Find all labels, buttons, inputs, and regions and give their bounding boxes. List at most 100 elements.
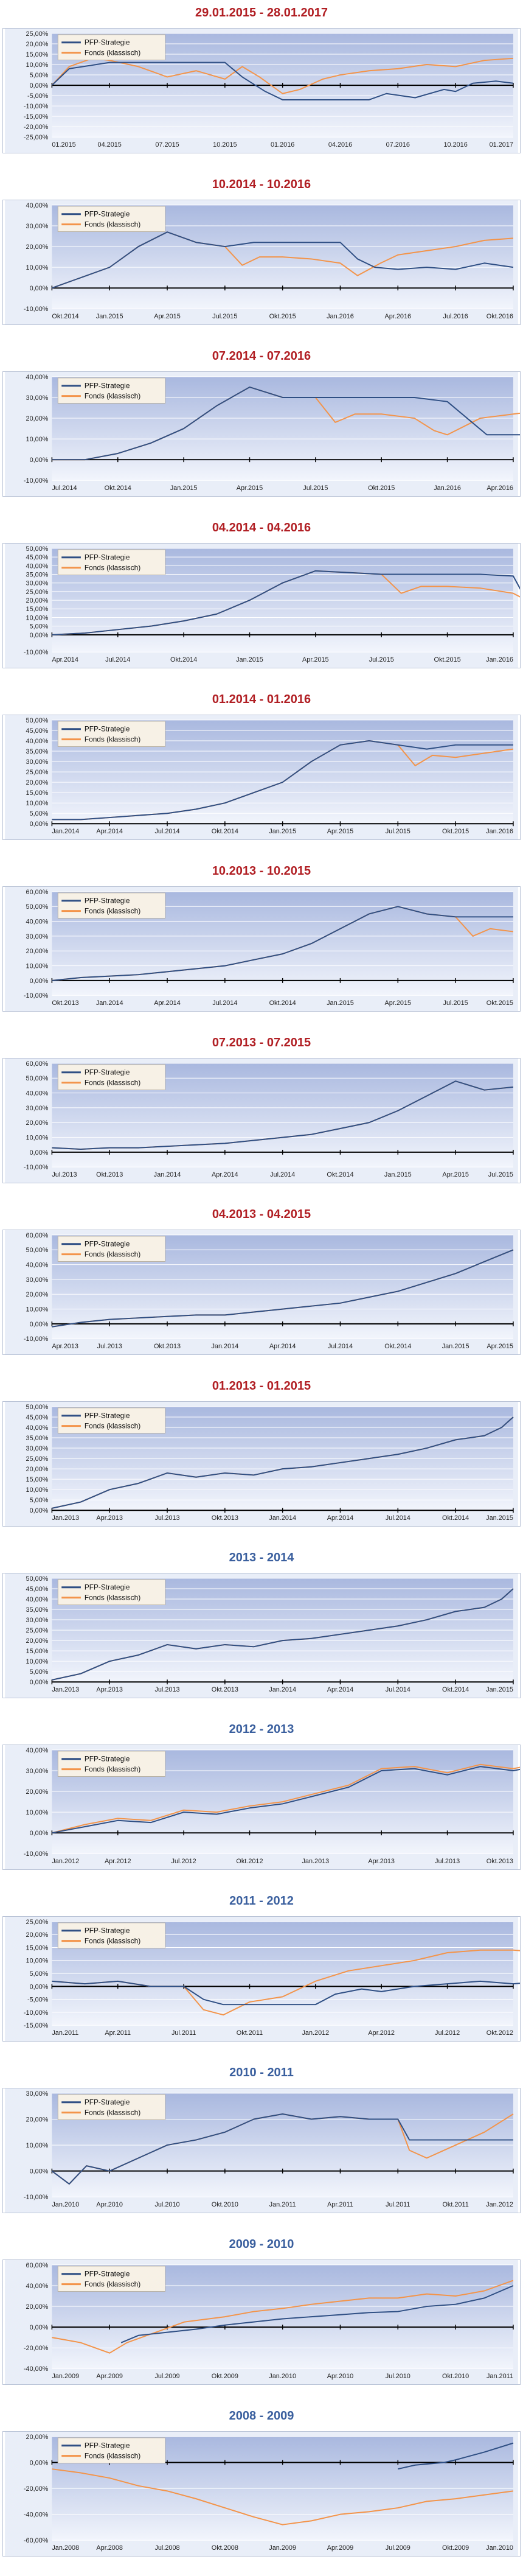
- x-tick-label: 01.2016: [271, 141, 294, 149]
- x-tick-label: Okt.2013: [212, 1514, 238, 1522]
- y-tick-label: 0,00%: [30, 1679, 49, 1686]
- x-tick-label: 04.2015: [98, 141, 122, 149]
- x-tick-label: Apr.2011: [105, 2029, 131, 2037]
- y-tick-label: -20,00%: [24, 2485, 49, 2493]
- series-line-fonds: [52, 1763, 520, 1834]
- chart-panel: 07.2013 - 07.2015 -10,00% 0,00% 10,00% 20,00…: [0, 1030, 523, 1193]
- x-tick-label: Jul.2013: [52, 1171, 77, 1178]
- x-tick-label: Jan.2015: [96, 313, 123, 320]
- x-tick-label: Okt.2010: [442, 2373, 469, 2380]
- chart-svg: -10,00% 0,00% 10,00% 20,00% 30,00% 40,00% Okt.…: [2, 200, 521, 325]
- chart-svg: -10,00% 0,00% 10,00% 20,00% 30,00% 40,00% 50,0…: [2, 886, 521, 1012]
- x-tick-label: Jan.2011: [52, 2029, 78, 2037]
- y-tick-label: 20,00%: [26, 1119, 49, 1127]
- y-tick-label: -10,00%: [24, 306, 49, 313]
- x-tick-label: Okt.2013: [487, 1858, 513, 1865]
- chart-svg: -10,00% 0,00% 10,00% 20,00% 30,00% 40,00% 50,0…: [2, 1230, 521, 1355]
- series-line-pfp: [52, 231, 514, 289]
- series-line-fonds: [51, 57, 514, 94]
- x-tick-label: Jul.2012: [435, 2029, 460, 2037]
- legend-box: [57, 1751, 166, 1777]
- x-tick-label: Jul.2011: [171, 2029, 196, 2037]
- legend: PFP-Strategie Fonds (klassisch): [57, 1236, 166, 1262]
- y-tick-label: -5,00%: [27, 1997, 49, 2004]
- y-tick-label: 20,00%: [26, 597, 49, 604]
- y-tick-label: 25,00%: [26, 1919, 49, 1926]
- legend-label: PFP-Strategie: [85, 1755, 130, 1763]
- series-line-pfp: [52, 1588, 514, 1681]
- legend-label: Fonds (klassisch): [85, 220, 140, 229]
- x-tick-label: Okt.2011: [237, 2029, 263, 2037]
- x-tick-label: Jan.2009: [269, 2544, 296, 2552]
- legend-box: [57, 1579, 166, 1605]
- x-tick-label: Okt.2015: [442, 828, 469, 835]
- y-tick-label: 15,00%: [26, 1944, 49, 1951]
- x-tick-label: Jul.2010: [154, 2201, 179, 2208]
- x-tick-label: Okt.2015: [434, 656, 461, 663]
- x-tick-label: Jan.2010: [486, 2544, 513, 2552]
- x-tick-label: Apr.2011: [327, 2201, 353, 2208]
- chart-title: 2008 - 2009: [229, 2409, 294, 2423]
- y-tick-label: 0,00%: [30, 285, 49, 292]
- x-tick-label: Jan.2016: [486, 656, 513, 663]
- legend-label: PFP-Strategie: [85, 1583, 130, 1592]
- x-tick-label: Jan.2014: [269, 1686, 296, 1693]
- y-tick-label: 20,00%: [26, 243, 49, 251]
- x-tick-label: Jul.2014: [270, 1171, 295, 1178]
- series-line-pfp: [52, 906, 513, 981]
- legend-label: PFP-Strategie: [85, 1412, 130, 1420]
- y-tick-label: 45,00%: [26, 727, 49, 735]
- x-tick-label: Okt.2014: [384, 1343, 411, 1350]
- chart-panel: 2012 - 2013 -10,00% 0,00% 10,00% 20,00% 30,00…: [0, 1717, 523, 1880]
- y-tick-label: 50,00%: [26, 903, 49, 911]
- y-tick-label: 50,00%: [26, 1247, 49, 1254]
- x-tick-label: Jul.2016: [443, 313, 468, 320]
- y-tick-label: 35,00%: [26, 748, 49, 755]
- y-tick-label: 25,00%: [26, 589, 49, 596]
- legend-box: [57, 1236, 166, 1262]
- y-tick-label: -20,00%: [24, 2345, 49, 2352]
- x-tick-label: Jan.2008: [52, 2544, 79, 2552]
- legend-box: [57, 206, 166, 232]
- legend-label: PFP-Strategie: [85, 897, 130, 905]
- y-tick-label: 40,00%: [26, 562, 49, 570]
- x-tick-label: Apr.2012: [105, 1858, 131, 1865]
- chart-title: 01.2014 - 01.2016: [212, 693, 311, 706]
- y-tick-label: 20,00%: [26, 41, 49, 48]
- chart-panel: 2009 - 2010 -40,00% -20,00% 0,00% 20,00% 40,0…: [0, 2231, 523, 2395]
- y-tick-label: 60,00%: [26, 1060, 49, 1068]
- x-tick-label: Apr.2015: [487, 1343, 513, 1350]
- legend-label: Fonds (klassisch): [85, 2280, 140, 2289]
- legend: PFP-Strategie Fonds (klassisch): [57, 1922, 166, 1948]
- y-tick-label: -10,00%: [24, 1850, 49, 1858]
- y-tick-label: 5,00%: [30, 810, 49, 817]
- y-tick-label: 20,00%: [26, 2303, 49, 2311]
- series-line-pfp: [52, 1416, 514, 1509]
- y-tick-label: 0,00%: [30, 632, 49, 639]
- y-tick-label: 10,00%: [26, 963, 49, 970]
- x-tick-label: Apr.2014: [212, 1171, 238, 1178]
- y-tick-label: 40,00%: [26, 1262, 49, 1269]
- x-tick-label: Apr.2014: [96, 828, 123, 835]
- x-tick-label: Jan.2015: [236, 656, 263, 663]
- chart-panel: 04.2013 - 04.2015 -10,00% 0,00% 10,00% 20,00…: [0, 1202, 523, 1365]
- y-tick-label: -15,00%: [24, 2022, 49, 2029]
- legend-label: PFP-Strategie: [85, 210, 130, 219]
- x-tick-label: Okt.2014: [170, 656, 197, 663]
- x-tick-label: Okt.2014: [52, 313, 78, 320]
- legend-label: PFP-Strategie: [85, 725, 130, 733]
- y-tick-label: 45,00%: [26, 1586, 49, 1593]
- legend-box: [57, 549, 166, 575]
- y-tick-label: 50,00%: [26, 717, 49, 724]
- chart-panel: 10.2013 - 10.2015 -10,00% 0,00% 10,00% 20,00…: [0, 858, 523, 1021]
- y-tick-label: 30,00%: [26, 1445, 49, 1452]
- x-tick-label: 10.2015: [213, 141, 237, 149]
- y-tick-label: 50,00%: [26, 545, 49, 553]
- x-tick-label: Apr.2009: [96, 2373, 123, 2380]
- legend-label: PFP-Strategie: [85, 38, 130, 47]
- y-tick-label: 40,00%: [26, 202, 49, 209]
- legend: PFP-Strategie Fonds (klassisch): [57, 2266, 166, 2292]
- y-tick-label: -60,00%: [24, 2537, 49, 2544]
- x-tick-label: Jul.2013: [154, 1514, 179, 1522]
- x-tick-label: Jan.2015: [486, 1686, 513, 1693]
